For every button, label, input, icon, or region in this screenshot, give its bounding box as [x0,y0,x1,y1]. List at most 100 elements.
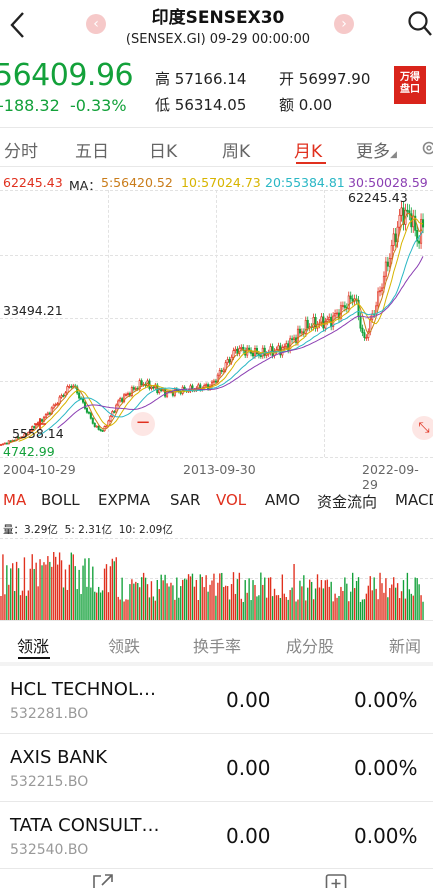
volume-bar [191,573,194,620]
volume-bar [223,586,225,620]
indicator-macd[interactable]: MACD [395,491,433,509]
search-icon[interactable] [407,10,433,38]
volume-bar [189,576,192,620]
volume-bar [350,591,352,620]
candle [343,305,346,308]
indicator-vol[interactable]: VOL [216,491,247,509]
list-item[interactable]: HCL TECHNOL… 532281.BO 0.00 0.00% [0,666,433,733]
tab-daily-k[interactable]: 日K [149,142,178,162]
share-icon[interactable] [92,873,114,888]
candle [388,258,391,267]
list-item[interactable]: AXIS BANK 532215.BO 0.00 0.00% [0,734,433,801]
volume-bar [254,584,256,620]
stock-change-pct: 0.00% [354,688,418,712]
indicator-fund-flow[interactable]: 资金流向 [317,493,378,511]
volume-bar [213,573,215,620]
volume-bar [351,572,354,620]
candle [85,408,88,413]
volume-bar [228,599,231,620]
expand-chart-button[interactable]: ⤡ [412,416,433,440]
change-value: -188.32 [0,96,60,115]
indicator-amo[interactable]: AMO [265,491,301,509]
high-value: 57166.14 [174,70,247,88]
high-stat: 高 57166.14 [155,70,247,88]
tab-news[interactable]: 新闻 [389,637,422,656]
candle [113,411,116,413]
candle [271,346,274,356]
volume-bar [264,577,266,620]
volume-bar [402,580,405,620]
ma5-value: 5:56420.52 [101,175,173,190]
kline-chart[interactable] [0,190,433,457]
volume-bar [297,599,299,620]
zoom-out-button[interactable]: − [131,412,155,436]
candle [400,207,403,216]
tab-weekly-k[interactable]: 周K [222,142,251,162]
active-tab-indicator [296,162,326,164]
volume-bar [391,584,393,620]
tab-five-day[interactable]: 五日 [75,142,109,162]
candle [93,422,96,427]
volume-bar [154,600,157,620]
candle [60,395,63,398]
indicator-boll[interactable]: BOLL [41,491,80,509]
wind-market-depth-button[interactable]: 万得 盘口 [394,66,426,104]
volume-bar [291,587,293,620]
stock-change-pct: 0.00% [354,756,418,780]
volume-bar [387,597,389,620]
candle [7,440,10,445]
volume-bar [150,581,153,620]
volume-bar [258,595,260,620]
volume-bar [148,597,151,620]
volume-bar [312,599,315,620]
tab-monthly-k[interactable]: 月K [294,142,323,162]
candle [152,386,155,389]
volume-bar [367,585,369,620]
volume-bar [219,573,221,620]
gear-icon[interactable] [421,140,433,156]
indicator-sar[interactable]: SAR [170,491,201,509]
indicator-expma[interactable]: EXPMA [98,491,151,509]
candle [31,426,34,431]
tab-turnover[interactable]: 换手率 [193,637,242,656]
volume-bar [131,579,133,620]
volume-bar [328,586,330,620]
tab-gainers[interactable]: 领涨 [17,637,50,656]
tab-constituents[interactable]: 成分股 [286,637,335,656]
volume-bar [51,566,53,620]
next-index-button[interactable]: › [334,14,354,34]
tab-more[interactable]: 更多◢ [356,142,397,162]
volume-bar [13,591,16,620]
indicator-ma[interactable]: MA [3,491,27,509]
candle [205,384,208,386]
volume-bar [68,564,71,620]
back-icon[interactable] [6,10,30,40]
prev-index-button[interactable]: ‹ [86,14,106,34]
candle [25,433,28,436]
candle [324,321,327,329]
volume-bar [103,568,106,620]
volume-bar [53,552,55,620]
volume-bar [293,564,295,620]
candle [416,230,419,242]
list-item[interactable]: TATA CONSULT… 532540.BO 0.00 0.00% [0,802,433,869]
candle [314,317,317,329]
add-watchlist-icon[interactable] [325,873,347,888]
volume-bar [47,556,49,620]
candle [107,420,110,427]
candle [119,398,122,402]
candle [56,403,59,405]
volume-bar [45,564,47,620]
ma20-value: 20:55384.81 [265,175,345,190]
tab-intraday[interactable]: 分时 [4,142,38,162]
candle [300,331,303,334]
volume-bar [203,587,205,620]
volume-bar [348,601,350,620]
volume-bar [406,572,409,620]
volume-bar [23,557,26,620]
volume-bar [412,595,414,620]
tab-losers[interactable]: 领跌 [108,637,141,656]
volume-bar [305,600,307,620]
min-price-mark: 5558.14 [12,426,64,441]
candle [240,346,243,349]
